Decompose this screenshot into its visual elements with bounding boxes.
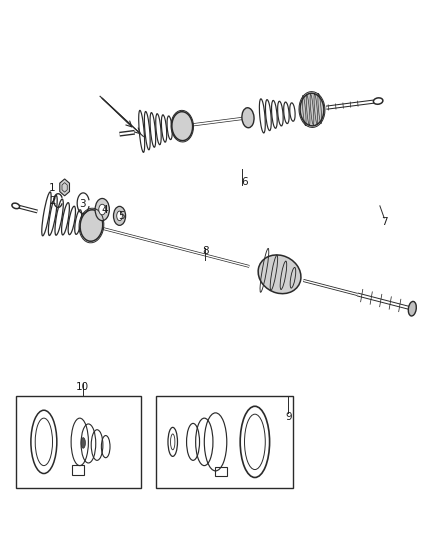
Text: 2: 2	[49, 196, 56, 206]
Text: 4: 4	[101, 205, 108, 215]
Ellipse shape	[172, 112, 193, 141]
Ellipse shape	[81, 438, 85, 448]
Ellipse shape	[170, 434, 175, 450]
Ellipse shape	[113, 206, 126, 225]
Polygon shape	[60, 179, 70, 196]
Bar	[215, 467, 227, 477]
Ellipse shape	[300, 93, 324, 126]
Bar	[72, 465, 84, 475]
Bar	[16, 395, 141, 488]
Text: 8: 8	[202, 246, 208, 256]
Text: 9: 9	[285, 412, 292, 422]
Ellipse shape	[242, 108, 254, 128]
Ellipse shape	[80, 210, 103, 241]
Text: 7: 7	[381, 217, 388, 227]
Ellipse shape	[95, 198, 110, 221]
Ellipse shape	[117, 211, 122, 221]
Ellipse shape	[35, 418, 53, 466]
Text: 5: 5	[118, 211, 125, 221]
Text: 1: 1	[49, 183, 56, 193]
Ellipse shape	[99, 204, 106, 215]
Text: 10: 10	[76, 382, 89, 392]
Ellipse shape	[244, 414, 265, 470]
Ellipse shape	[408, 302, 416, 316]
Ellipse shape	[258, 255, 301, 294]
Bar	[156, 395, 293, 488]
Text: 6: 6	[241, 177, 247, 187]
Text: 3: 3	[79, 199, 86, 209]
